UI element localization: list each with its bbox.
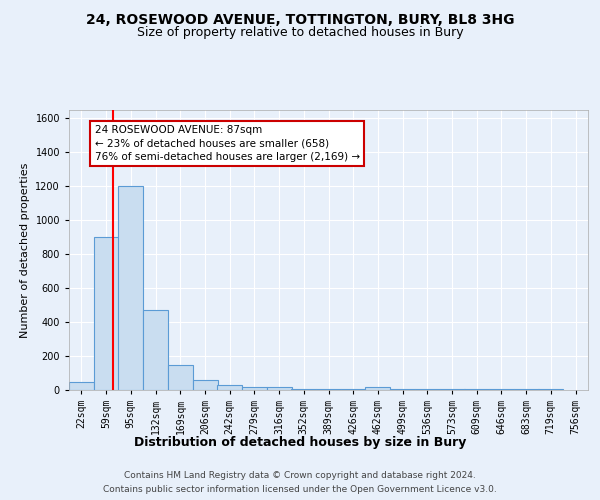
Text: Contains HM Land Registry data © Crown copyright and database right 2024.: Contains HM Land Registry data © Crown c… bbox=[124, 472, 476, 480]
Y-axis label: Number of detached properties: Number of detached properties bbox=[20, 162, 30, 338]
Bar bbox=[365, 386, 390, 390]
Bar bbox=[242, 386, 267, 390]
Bar bbox=[291, 389, 316, 390]
Bar bbox=[514, 389, 539, 390]
Text: 24, ROSEWOOD AVENUE, TOTTINGTON, BURY, BL8 3HG: 24, ROSEWOOD AVENUE, TOTTINGTON, BURY, B… bbox=[86, 12, 514, 26]
Text: Contains public sector information licensed under the Open Government Licence v3: Contains public sector information licen… bbox=[103, 484, 497, 494]
Bar bbox=[440, 389, 465, 390]
Bar bbox=[341, 389, 366, 390]
Bar bbox=[94, 238, 119, 390]
Bar bbox=[193, 380, 218, 390]
Text: Distribution of detached houses by size in Bury: Distribution of detached houses by size … bbox=[134, 436, 466, 449]
Bar bbox=[69, 382, 94, 390]
Bar bbox=[217, 385, 242, 390]
Bar bbox=[168, 364, 193, 390]
Text: Size of property relative to detached houses in Bury: Size of property relative to detached ho… bbox=[137, 26, 463, 39]
Bar bbox=[267, 386, 292, 390]
Bar bbox=[464, 389, 489, 390]
Bar bbox=[538, 389, 563, 390]
Bar bbox=[118, 186, 143, 390]
Bar bbox=[390, 389, 415, 390]
Bar bbox=[143, 310, 168, 390]
Text: 24 ROSEWOOD AVENUE: 87sqm
← 23% of detached houses are smaller (658)
76% of semi: 24 ROSEWOOD AVENUE: 87sqm ← 23% of detac… bbox=[95, 126, 360, 162]
Bar bbox=[316, 389, 341, 390]
Bar bbox=[489, 389, 514, 390]
Bar bbox=[415, 389, 440, 390]
